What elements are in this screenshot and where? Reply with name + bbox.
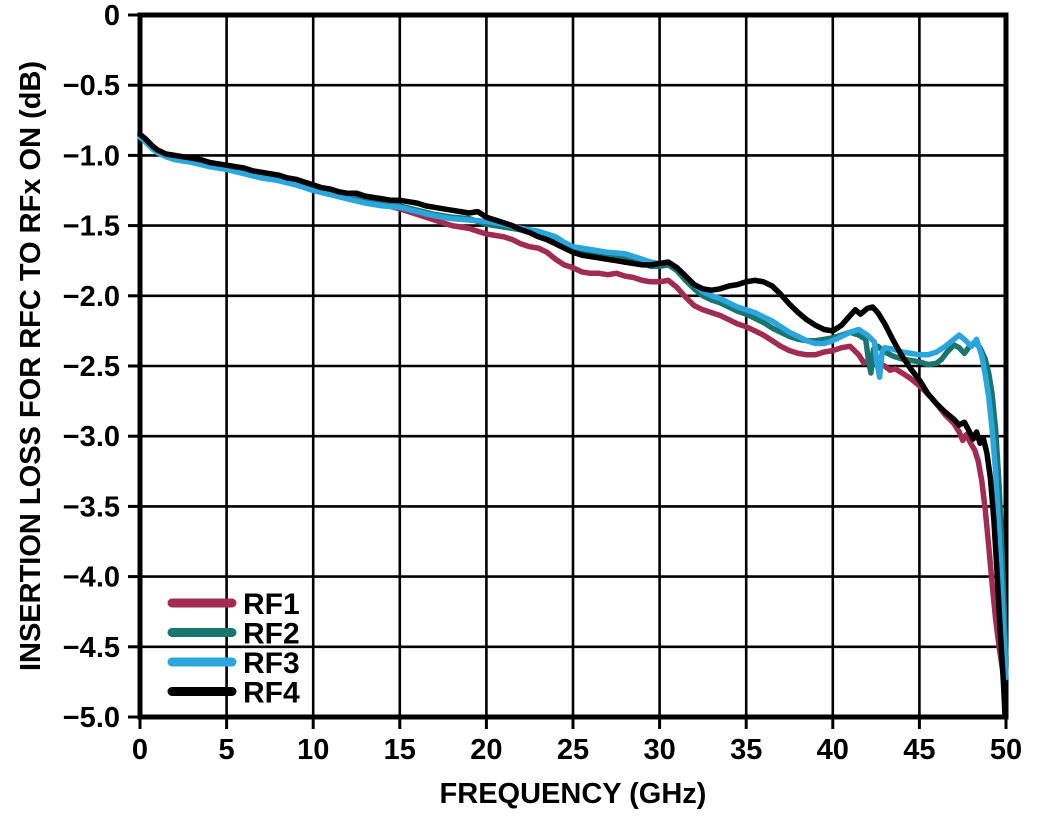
label-layer: FREQUENCY (GHz) INSERTION LOSS FOR RFC T… [15,61,706,810]
x-tick-label: 25 [557,734,589,766]
legend-label-RF1: RF1 [243,588,300,621]
y-tick-label: −3.0 [63,421,120,453]
x-tick-label: 40 [817,734,849,766]
y-tick-label: −4.0 [63,562,120,594]
series-layer [137,131,1009,720]
x-tick-label: 50 [990,734,1022,766]
legend-label-RF2: RF2 [243,618,300,651]
x-tick-label: 35 [730,734,762,766]
x-tick-label: 5 [219,734,235,766]
legend-label-RF4: RF4 [243,677,300,710]
grid-layer [140,15,1006,717]
series-line-RF3 [137,134,1009,681]
y-tick-label: −3.5 [63,491,120,523]
x-tick-label: 20 [470,734,502,766]
x-tick-label: 10 [297,734,329,766]
plot-border [137,12,1009,720]
y-tick-label: −5.0 [63,702,120,734]
x-tick-label: 15 [384,734,416,766]
x-tick-label: 0 [132,734,148,766]
y-tick-label: −0.5 [63,70,120,102]
series-line-RF4 [137,131,1008,720]
y-tick-label: −1.0 [63,140,120,172]
y-tick-label: 0 [104,0,120,32]
y-tick-label: −1.5 [63,211,120,243]
y-axis-title: INSERTION LOSS FOR RFC TO RFx ON (dB) [15,61,47,671]
y-tick-label: −4.5 [63,632,120,664]
tick-layer: 0 5 10 15 20 25 30 35 40 45 50 0 −0.5 −1.0 −1.5 −2.0 −2.… [63,0,1022,766]
y-tick-label: −2.5 [63,351,120,383]
y-tick-label: −2.0 [63,281,120,313]
x-tick-label: 30 [643,734,675,766]
x-tick-label: 45 [903,734,935,766]
x-axis-title: FREQUENCY (GHz) [440,778,707,810]
legend-label-RF3: RF3 [243,647,300,680]
